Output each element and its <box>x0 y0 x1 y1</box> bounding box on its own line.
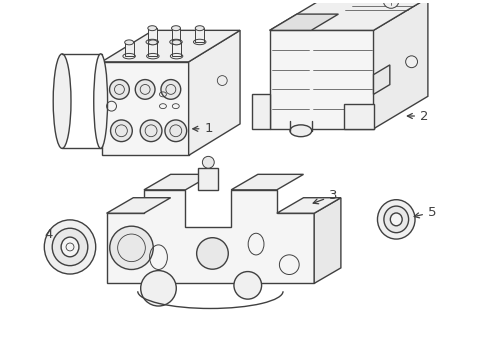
Circle shape <box>109 80 129 99</box>
Polygon shape <box>188 30 240 156</box>
Circle shape <box>110 120 132 141</box>
Polygon shape <box>314 198 340 283</box>
Ellipse shape <box>389 213 401 226</box>
Ellipse shape <box>44 220 96 274</box>
Circle shape <box>196 238 228 269</box>
Polygon shape <box>102 62 188 156</box>
Ellipse shape <box>148 40 157 45</box>
Polygon shape <box>147 28 156 42</box>
Ellipse shape <box>53 54 71 148</box>
Circle shape <box>109 226 153 270</box>
Polygon shape <box>171 28 180 42</box>
Polygon shape <box>231 174 303 190</box>
Ellipse shape <box>383 206 408 233</box>
Ellipse shape <box>289 125 311 137</box>
Ellipse shape <box>124 40 133 45</box>
Text: 3: 3 <box>312 189 337 204</box>
Ellipse shape <box>52 228 88 266</box>
Polygon shape <box>373 65 389 94</box>
Polygon shape <box>124 42 133 56</box>
Polygon shape <box>102 30 240 62</box>
Ellipse shape <box>195 26 204 31</box>
Circle shape <box>161 80 181 99</box>
Text: 4: 4 <box>44 228 71 241</box>
Polygon shape <box>195 28 204 42</box>
Ellipse shape <box>172 40 181 45</box>
Circle shape <box>140 120 162 141</box>
Polygon shape <box>172 42 181 56</box>
Polygon shape <box>148 42 157 56</box>
Circle shape <box>233 271 261 299</box>
Ellipse shape <box>94 54 107 148</box>
Circle shape <box>141 271 176 306</box>
Ellipse shape <box>171 26 180 31</box>
Polygon shape <box>143 174 212 190</box>
Polygon shape <box>276 198 340 213</box>
Polygon shape <box>269 30 373 129</box>
Text: 5: 5 <box>413 206 435 219</box>
Polygon shape <box>269 14 338 30</box>
Ellipse shape <box>377 200 414 239</box>
Polygon shape <box>373 0 427 129</box>
Polygon shape <box>106 198 170 213</box>
Text: 1: 1 <box>192 122 213 135</box>
Circle shape <box>383 0 398 8</box>
Polygon shape <box>251 94 269 129</box>
Text: 2: 2 <box>407 109 427 122</box>
Circle shape <box>405 56 417 68</box>
Polygon shape <box>198 168 218 190</box>
Polygon shape <box>344 104 373 129</box>
Circle shape <box>135 80 155 99</box>
Circle shape <box>164 120 186 141</box>
Polygon shape <box>106 190 314 283</box>
Circle shape <box>202 156 214 168</box>
Ellipse shape <box>61 237 79 257</box>
Polygon shape <box>269 0 427 30</box>
Ellipse shape <box>147 26 156 31</box>
